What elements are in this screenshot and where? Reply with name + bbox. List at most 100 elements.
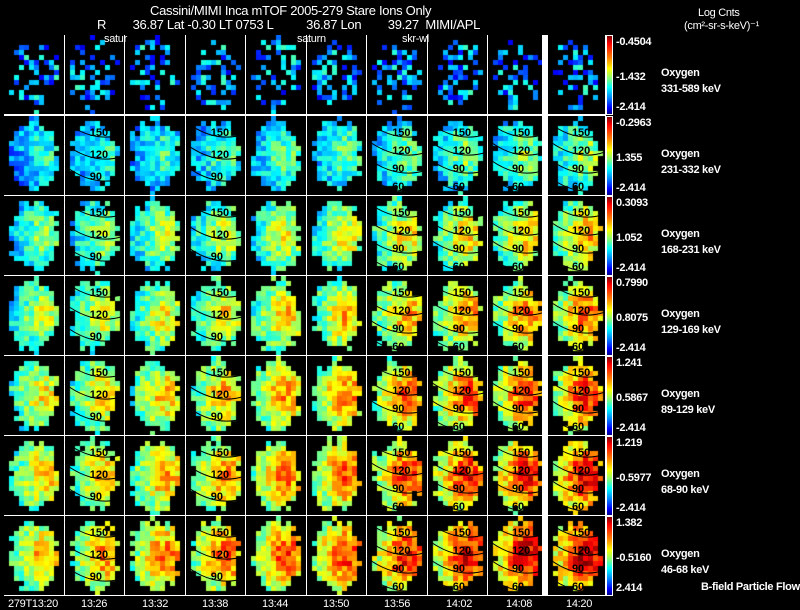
contour-label: 90 [453, 243, 465, 255]
contour-label: 90 [90, 171, 102, 183]
ena-intensity-map [246, 436, 306, 515]
contour-line [487, 139, 546, 156]
ena-intensity-map [548, 35, 605, 114]
contour-line [427, 237, 488, 254]
contour-label: 90 [453, 163, 465, 175]
contour-label: 150 [90, 207, 108, 219]
contour-label: 150 [453, 447, 471, 459]
colorbar-mid: 0.5867 [616, 392, 648, 404]
contour-line [487, 281, 546, 298]
contour-line [547, 219, 606, 236]
pitch-angle-contours: 150 120 90 60 [366, 201, 428, 273]
time-tick-label: 13:38 [202, 598, 229, 610]
time-tick-label: 13:26 [81, 598, 108, 610]
pitch-angle-contours: 150 120 90 60 [427, 201, 488, 273]
pitch-angle-contours: 150 120 90 60 [366, 521, 428, 593]
colorbar-max: 0.3093 [616, 197, 648, 209]
contour-label: 90 [211, 491, 223, 503]
ena-intensity-map [488, 516, 545, 595]
contour-line [487, 379, 546, 396]
contour-line [64, 121, 125, 138]
pitch-angle-contours: 150 120 90 [185, 201, 246, 263]
contour-label: 120 [453, 545, 471, 557]
contour-line [427, 299, 488, 316]
time-tick-label: 14:20 [566, 598, 593, 610]
contour-label: 150 [392, 207, 410, 219]
contour-label: 90 [572, 243, 584, 255]
contour-line [427, 157, 488, 174]
time-tick-label: 13:44 [262, 598, 289, 610]
contour-label: 90 [211, 411, 223, 423]
contour-line [487, 521, 546, 538]
ena-intensity-map [307, 116, 366, 195]
ena-image-panel [4, 356, 64, 435]
contour-line [185, 303, 246, 320]
contour-label: 120 [392, 545, 410, 557]
contour-label: 120 [211, 389, 229, 401]
contour-line [185, 325, 246, 342]
ena-image-panel: 150 120 90 [64, 516, 125, 595]
ena-intensity-map [428, 356, 487, 435]
contour-label: 120 [392, 145, 410, 157]
colorbar-min: -2.414 [616, 182, 646, 194]
contour-label: 150 [211, 127, 229, 139]
contour-line [64, 485, 125, 502]
contour-label: 60 [512, 421, 524, 433]
ena-intensity-map [65, 436, 124, 515]
contour-label: 150 [512, 287, 530, 299]
colorbar-mid: -0.5977 [616, 472, 652, 484]
contour-label: 120 [453, 145, 471, 157]
contour-line [64, 361, 125, 378]
contour-label: 150 [512, 447, 530, 459]
contour-label: 150 [512, 207, 530, 219]
contour-line [366, 415, 428, 432]
ena-image-panel: 150 120 90 60 [547, 276, 606, 355]
ena-image-panel: 150 120 90 60 [427, 276, 488, 355]
ena-intensity-map [65, 276, 124, 355]
contour-line [366, 441, 428, 458]
contour-line [427, 121, 488, 138]
contour-line [487, 477, 546, 494]
contour-label: 120 [572, 225, 590, 237]
ena-intensity-map [307, 35, 366, 114]
contour-label: 90 [572, 323, 584, 335]
contour-line [487, 255, 546, 272]
ena-image-panel [307, 356, 366, 435]
contour-line [487, 219, 546, 236]
contour-label: 60 [512, 181, 524, 193]
position-line: R 36.87 Lat -0.30 LT 0753 L 36.87 Lon 39… [97, 17, 481, 32]
colorbar-mid: 1.355 [616, 152, 643, 164]
ena-intensity-map [246, 356, 306, 435]
colorbar-min: -2.414 [616, 502, 646, 514]
contour-label: 60 [572, 501, 584, 513]
contour-line [366, 317, 428, 334]
contour-line [427, 521, 488, 538]
contour-line [487, 557, 546, 574]
contour-label: 90 [512, 563, 524, 575]
contour-line [547, 317, 606, 334]
colorbar-min: -2.414 [616, 422, 646, 434]
contour-line [487, 121, 546, 138]
contour-label: 60 [392, 341, 404, 353]
contour-line [487, 175, 546, 192]
contour-line [64, 565, 125, 582]
contour-label: 120 [572, 545, 590, 557]
contour-line [64, 143, 125, 160]
contour-line [547, 361, 606, 378]
ena-intensity-map [186, 35, 245, 114]
contour-label: 150 [90, 127, 108, 139]
time-tick-label: 279T13:20 [8, 598, 58, 610]
colorbar-mid: -1.432 [616, 71, 646, 83]
contour-label: 150 [211, 527, 229, 539]
pitch-angle-contours: 150 120 90 60 [366, 281, 428, 353]
contour-label: 90 [512, 403, 524, 415]
contour-line [427, 575, 488, 592]
ena-intensity-map [186, 276, 245, 355]
contour-line [185, 245, 246, 262]
contour-line [185, 143, 246, 160]
ena-intensity-map [65, 516, 124, 595]
contour-label: 150 [512, 527, 530, 539]
energy-label: 68-90 keV [661, 484, 710, 496]
energy-label: 46-68 keV [661, 564, 710, 576]
species-label: Oxygen [661, 388, 700, 400]
